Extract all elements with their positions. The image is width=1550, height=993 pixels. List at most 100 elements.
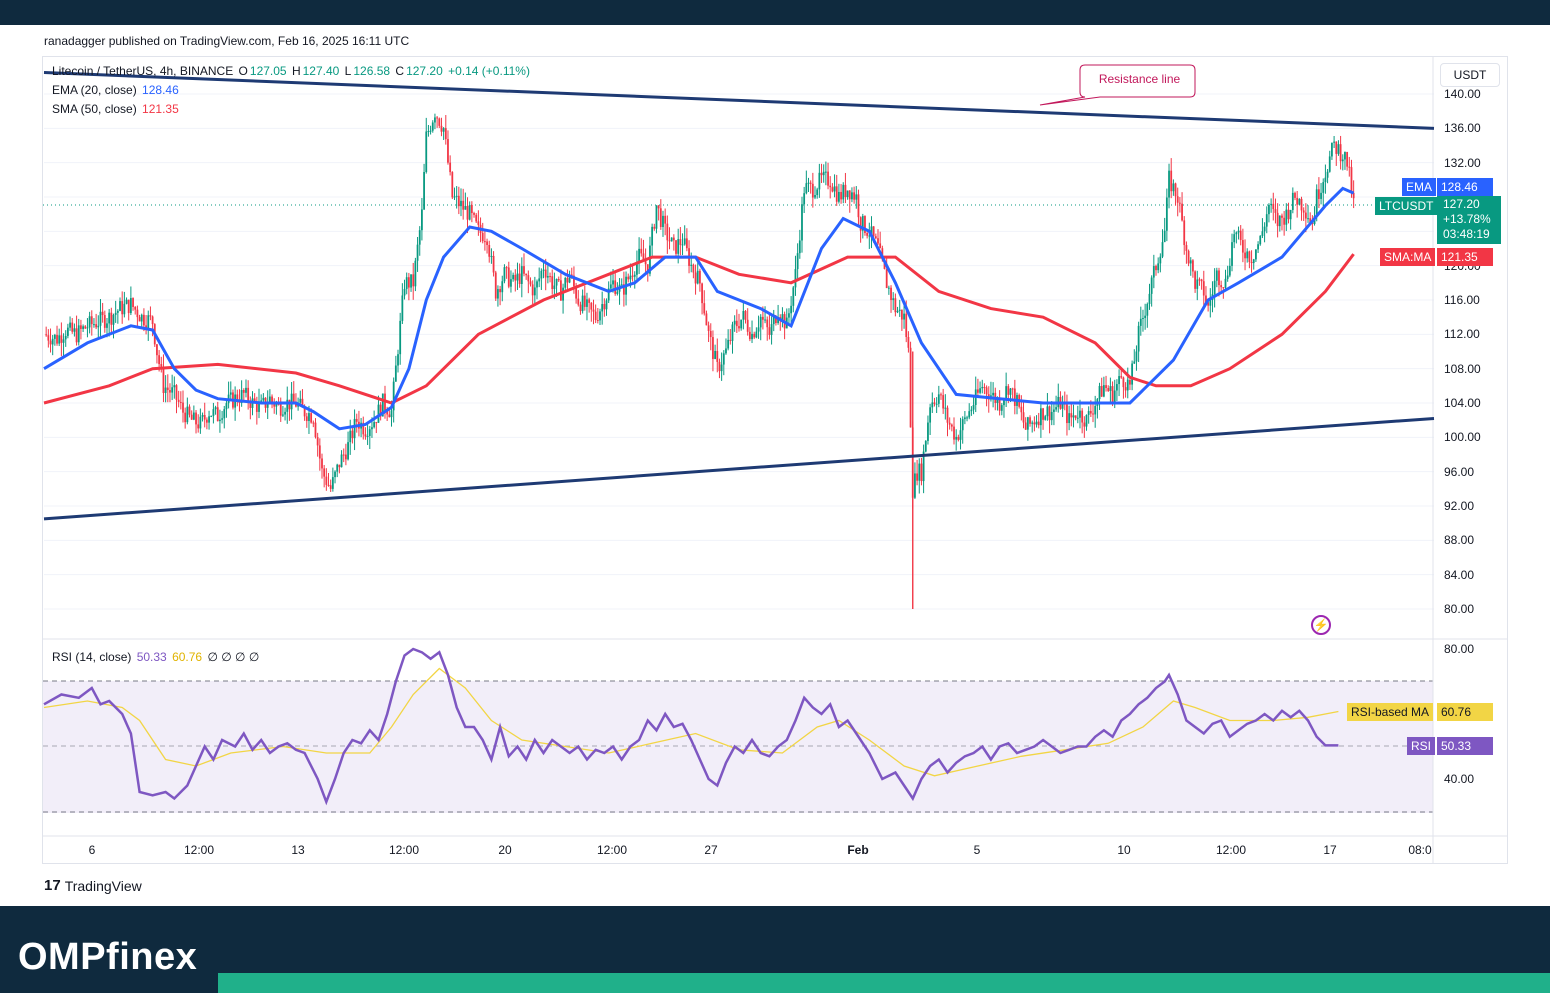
- candle-body: [453, 196, 456, 198]
- candle-body: [1161, 242, 1164, 257]
- time-tick-label: 17: [1323, 843, 1337, 857]
- candle-body: [796, 253, 799, 270]
- candle-body: [386, 410, 389, 415]
- candle-body: [946, 407, 949, 423]
- candle-body: [1100, 386, 1103, 397]
- candle-body: [1270, 203, 1273, 205]
- candle-body: [1031, 422, 1034, 424]
- candle-body: [651, 226, 654, 246]
- ema-tag-value: 128.46: [1437, 178, 1493, 196]
- candle-body: [714, 350, 717, 359]
- candle-body: [423, 172, 425, 210]
- candle-body: [1287, 209, 1290, 220]
- candle-body: [470, 205, 473, 214]
- candle-body: [577, 298, 580, 305]
- candle-body: [1244, 252, 1246, 259]
- candle-body: [753, 333, 756, 338]
- candle-body: [342, 454, 345, 456]
- candle-body: [377, 404, 380, 423]
- candle-body: [959, 430, 962, 440]
- sma-legend-label: SMA (50, close): [52, 102, 137, 116]
- candle-body: [1200, 279, 1203, 282]
- candle-body: [490, 255, 493, 257]
- candle-body: [212, 409, 215, 416]
- candle-body: [199, 416, 202, 429]
- candle-body: [1076, 417, 1079, 419]
- candle-body: [143, 314, 145, 326]
- time-tick-label: 12:00: [597, 843, 628, 857]
- candle-body: [1020, 406, 1023, 413]
- candle-body: [1157, 263, 1160, 271]
- candle-body: [494, 272, 497, 299]
- price-tick-label: 104.00: [1444, 396, 1481, 410]
- candle-body: [1181, 203, 1183, 221]
- candle-body: [605, 300, 608, 310]
- candle-body: [394, 365, 397, 382]
- ema-legend[interactable]: EMA (20, close) 128.46: [52, 83, 181, 97]
- candle-body: [132, 298, 134, 307]
- candle-body: [1055, 407, 1057, 410]
- brand-logo[interactable]: OMPfinex: [18, 936, 198, 978]
- candle-body: [581, 295, 584, 312]
- candle-body: [1259, 235, 1262, 245]
- candle-body: [937, 394, 940, 404]
- candle-body: [245, 387, 247, 393]
- candle-body: [1000, 405, 1003, 411]
- candle-body: [655, 205, 658, 229]
- tradingview-logo[interactable]: 17 TradingView: [44, 877, 142, 894]
- candle-body: [1248, 251, 1251, 262]
- top-bar: [0, 0, 1550, 25]
- currency-selector[interactable]: USDT: [1440, 63, 1500, 87]
- candle-body: [694, 272, 697, 284]
- candle-body: [308, 413, 310, 422]
- candle-body: [195, 412, 197, 425]
- candle-body: [184, 412, 187, 423]
- candle-body: [1246, 251, 1249, 259]
- candle-body: [1105, 385, 1107, 389]
- candle-body: [351, 430, 354, 439]
- flash-icon[interactable]: ⚡: [1311, 615, 1331, 635]
- candle-body: [803, 193, 806, 205]
- time-tick-label: 08:0: [1408, 843, 1432, 857]
- candle-body: [286, 399, 289, 412]
- candle-body: [594, 311, 597, 320]
- candle-body: [770, 324, 773, 335]
- candle-body: [831, 187, 834, 192]
- candle-body: [761, 316, 764, 320]
- candle-body: [1189, 260, 1192, 264]
- candle-body: [603, 304, 606, 310]
- rsi-ma-legend-value: 60.76: [172, 650, 203, 664]
- symbol-tag-timer: 03:48:19: [1443, 227, 1490, 241]
- candle-body: [388, 414, 391, 418]
- candle-body: [349, 430, 352, 443]
- time-tick-label: 12:00: [389, 843, 420, 857]
- candle-body: [590, 302, 593, 310]
- candle-body: [427, 131, 430, 133]
- candle-body: [429, 130, 432, 132]
- high-value: 127.40: [302, 64, 340, 78]
- candle-body: [1218, 270, 1220, 286]
- candle-body: [1148, 293, 1151, 304]
- candle-body: [966, 417, 968, 419]
- candle-body: [47, 335, 50, 341]
- candle-body: [866, 232, 869, 236]
- candle-body: [1265, 214, 1268, 227]
- candle-body: [1261, 231, 1264, 236]
- candle-body: [1302, 210, 1305, 213]
- rsi-legend[interactable]: RSI (14, close) 50.33 60.76 ∅ ∅ ∅ ∅: [52, 650, 261, 664]
- candle-body: [1185, 245, 1188, 251]
- ema-20-line: [43, 186, 1355, 431]
- candle-body: [1194, 271, 1196, 289]
- time-tick-label: Feb: [847, 843, 869, 857]
- candle-body: [968, 411, 971, 418]
- candle-body: [362, 422, 365, 435]
- candle-body: [205, 419, 208, 423]
- candle-body: [798, 240, 801, 254]
- candle-body: [1317, 189, 1320, 199]
- candle-body: [733, 320, 736, 325]
- candle-body: [1131, 363, 1134, 385]
- candle-body: [1081, 410, 1084, 423]
- candle-body: [1133, 361, 1136, 364]
- sma-legend[interactable]: SMA (50, close) 121.35: [52, 102, 181, 116]
